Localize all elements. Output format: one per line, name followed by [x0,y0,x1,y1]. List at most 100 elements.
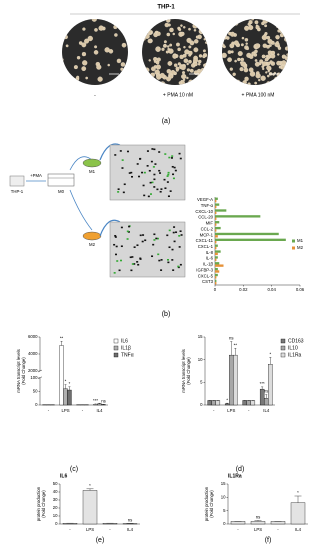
array-spot [141,240,144,243]
panel-label: (a) [162,118,171,125]
array-spot [117,188,120,190]
cell [270,50,276,55]
cell [261,54,266,59]
cell [244,25,250,31]
cell [222,32,226,36]
array-spot [114,154,117,156]
cell [81,42,87,48]
cell [183,58,189,64]
array-spot [177,266,180,269]
cell [222,79,226,85]
cell [120,67,124,71]
bar [215,215,261,218]
x-tick-label: LPS [61,408,69,413]
panel-label: (e) [96,537,105,544]
cell [142,36,146,41]
cell [161,19,164,21]
cell [245,42,248,45]
cell [183,46,186,49]
category-label: IGFBP-3 [196,267,213,272]
cell [232,72,236,76]
y-tick-label: 0 [35,402,38,407]
array-spot [149,181,152,184]
cell [198,54,203,58]
cell [286,53,288,57]
bar [268,364,273,406]
legend-label: IL10 [288,345,298,351]
bar [215,270,220,273]
cell [254,59,258,62]
panel-label: (c) [70,466,78,473]
x-tick-label: 0.02 [239,287,248,292]
cell [147,78,151,82]
panel-a-title: THP-1 [157,5,175,11]
array-membrane [109,221,186,278]
cell [148,59,151,62]
cell [94,45,98,49]
cell [275,24,280,28]
array-spot [173,226,176,228]
cell [279,73,285,78]
cell [274,21,280,26]
cell [264,24,268,28]
legend-swatch [292,246,295,250]
x-tick-label: IL4 [97,408,104,413]
legend-label: M1 [297,238,304,243]
cell [229,77,236,84]
bar [264,398,269,406]
cell [225,23,231,29]
cell [266,35,271,40]
significance: * [69,381,71,386]
cell [229,67,233,71]
bar [93,404,98,406]
array-spot [154,163,157,165]
cell [275,34,280,40]
cell [82,27,86,31]
cell [241,36,245,40]
category-label: CCL-20 [198,215,213,220]
array-spot [146,165,149,167]
cell [237,57,241,62]
cell [280,20,285,26]
y-tick-label: 0 [200,402,203,407]
bar [215,209,227,212]
array-spot [168,246,171,249]
array-spot [172,269,175,271]
cell [283,20,287,23]
cell [229,43,235,49]
array-spot [129,256,132,259]
array-spot [144,239,147,242]
bar [215,235,218,238]
y-tick-label: 10 [53,513,58,518]
array-spot [178,235,181,237]
condition-label: + PMA 10 nM [163,92,193,98]
bar [229,354,234,406]
legend-swatch [292,239,295,243]
cell [203,38,206,41]
bar [290,502,306,525]
array-spot [136,244,139,247]
arrow [69,189,93,231]
bar [215,267,218,271]
array-spot [157,253,160,256]
cell [234,59,237,63]
array-spot [152,166,155,168]
cell [254,61,260,67]
x-tick-label: IL4 [263,408,270,413]
cell [166,69,172,74]
cell [62,78,64,82]
array-spot [153,148,156,151]
array-spot [131,263,134,265]
bar [242,400,247,406]
cell [254,81,258,85]
y-tick-label: 0 [223,521,226,526]
bar [215,264,224,267]
cell [281,60,287,66]
cell [202,54,206,59]
array-spot [118,269,121,272]
category-label: VEGF-A [197,197,213,202]
cell [193,47,199,53]
cell [284,56,288,61]
